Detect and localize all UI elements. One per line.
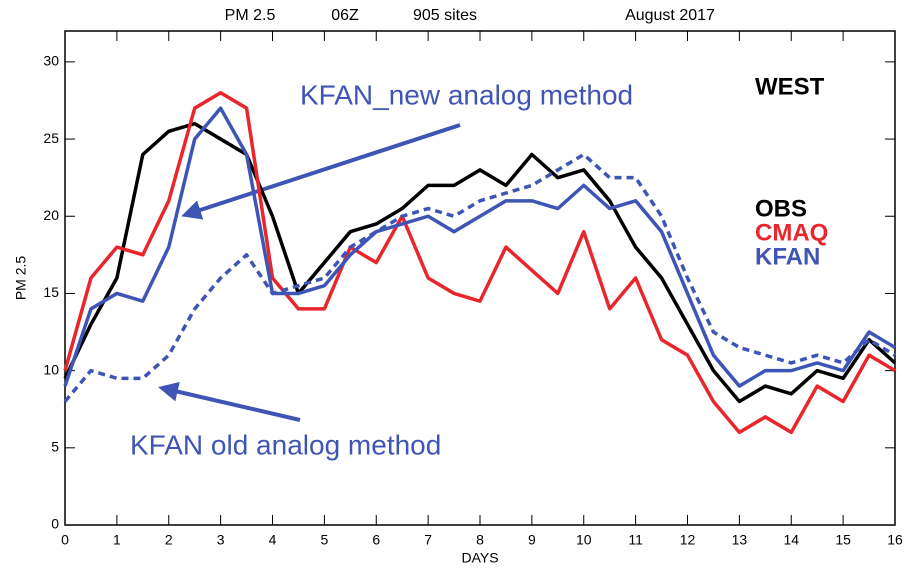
x-tick-label: 16 [887, 532, 903, 548]
header-text: PM 2.5 [225, 7, 276, 24]
series-line [63, 106, 896, 388]
y-tick-label: 10 [43, 361, 59, 377]
series-line [63, 152, 896, 403]
x-tick-label: 14 [783, 532, 799, 548]
x-tick-label: 2 [165, 532, 173, 548]
annotation: KFAN_new analog method [300, 79, 633, 110]
x-tick-label: 5 [320, 532, 328, 548]
header-text: August 2017 [625, 7, 715, 24]
series-line [63, 91, 896, 435]
header-text: 06Z [331, 7, 359, 24]
x-tick-label: 3 [217, 532, 225, 548]
x-tick-label: 4 [269, 532, 277, 548]
arrow [181, 123, 461, 220]
x-tick-label: 1 [113, 532, 121, 548]
y-tick-label: 30 [43, 53, 59, 69]
y-tick-label: 0 [51, 516, 59, 532]
header-text: 905 sites [413, 7, 477, 24]
y-tick-label: 5 [51, 439, 59, 455]
x-tick-label: 15 [835, 532, 851, 548]
region-label: WEST [755, 73, 825, 100]
y-axis-label: PM 2.5 [13, 256, 29, 301]
arrow [158, 381, 301, 422]
annotation: KFAN old analog method [130, 429, 441, 460]
x-tick-label: 9 [528, 532, 536, 548]
x-tick-label: 13 [732, 532, 748, 548]
x-axis-label: DAYS [461, 550, 498, 566]
legend-label: KFAN [755, 243, 820, 270]
x-tick-label: 0 [61, 532, 69, 548]
x-tick-label: 8 [476, 532, 484, 548]
legend-label: CMAQ [755, 219, 828, 246]
x-tick-label: 11 [628, 532, 643, 548]
x-tick-label: 6 [372, 532, 380, 548]
x-tick-label: 10 [576, 532, 592, 548]
y-tick-label: 25 [43, 130, 59, 146]
y-tick-label: 15 [43, 284, 59, 300]
legend-label: OBS [755, 195, 807, 222]
x-tick-label: 12 [680, 532, 696, 548]
y-tick-label: 20 [43, 207, 59, 223]
x-tick-label: 7 [424, 532, 432, 548]
